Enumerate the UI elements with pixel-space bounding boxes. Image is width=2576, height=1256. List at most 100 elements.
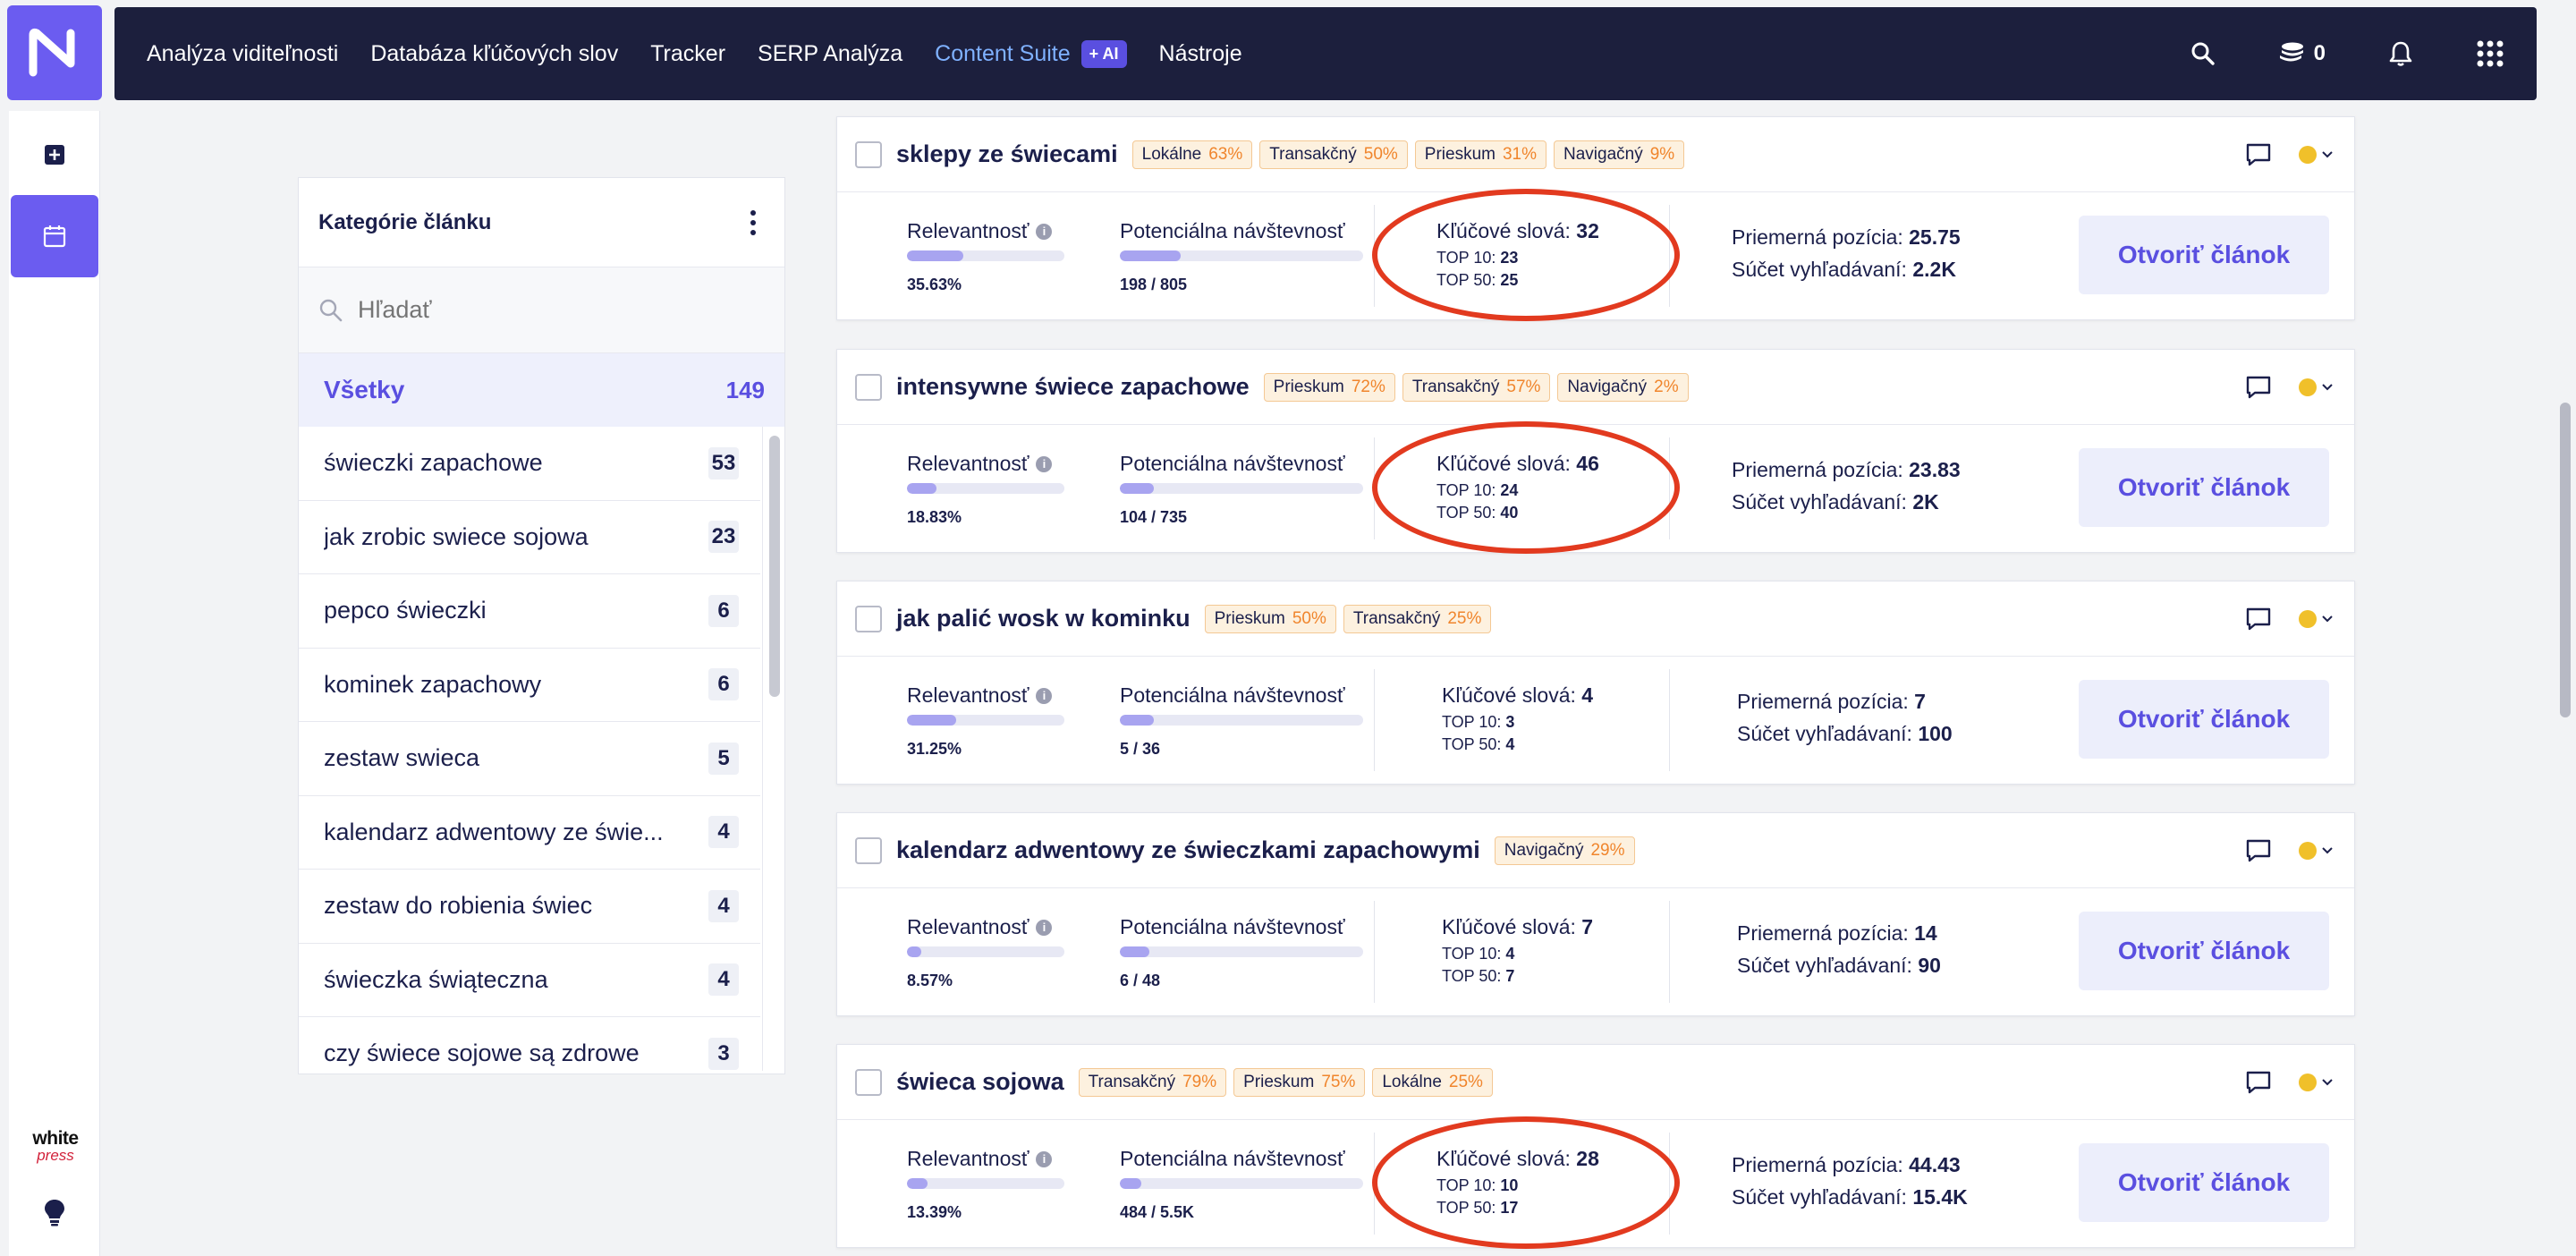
category-item[interactable]: świeczki zapachowe 53 (299, 427, 760, 501)
more-options-icon[interactable] (743, 207, 763, 239)
open-article-button[interactable]: Otvoriť článok (2079, 912, 2329, 990)
article-checkbox[interactable] (855, 605, 882, 632)
category-item-count: 53 (708, 446, 739, 479)
article-checkbox[interactable] (855, 1068, 882, 1096)
lightbulb-icon (45, 1200, 64, 1226)
article-card: sklepy ze świecami Lokálne 63% Transakčný 50… (836, 116, 2355, 321)
open-article-button[interactable]: Otvoriť článok (2079, 680, 2329, 759)
info-icon[interactable]: i (1036, 1150, 1053, 1167)
calendar-nav-button[interactable] (11, 195, 98, 277)
ai-badge: + AI (1080, 39, 1127, 68)
credits-button[interactable]: 0 (2278, 41, 2326, 66)
top50-value: 4 (1505, 735, 1515, 753)
article-title[interactable]: kalendarz adwentowy ze świeczkami zapach… (896, 836, 1480, 863)
top10-count: TOP 10: 4 (1442, 945, 1710, 963)
category-item[interactable]: pepco świeczki 6 (299, 574, 760, 649)
intent-tag-name: Transakčný (1411, 377, 1500, 396)
relevance-bar (907, 715, 1064, 726)
category-item[interactable]: świeczka świąteczna 4 (299, 944, 760, 1017)
open-article-button[interactable]: Otvoriť článok (2079, 448, 2329, 527)
intent-tag-name: Transakčný (1088, 1072, 1176, 1091)
intent-tag: Prieskum 75% (1233, 1067, 1366, 1097)
category-scrollbar-thumb[interactable] (769, 436, 780, 697)
page-scrollbar-thumb[interactable] (2560, 403, 2571, 717)
article-title[interactable]: sklepy ze świecami (896, 140, 1118, 167)
category-item[interactable]: czy świece sojowe są zdrowe 3 (299, 1017, 760, 1074)
add-article-button[interactable] (30, 131, 79, 179)
comment-icon[interactable] (2245, 607, 2272, 632)
category-item-label: kalendarz adwentowy ze świe... (324, 818, 664, 845)
status-dropdown[interactable] (2299, 1074, 2333, 1091)
search-icon[interactable] (2190, 41, 2216, 66)
info-icon[interactable]: i (1036, 455, 1053, 472)
search-sum-label: Súčet vyhľadávaní: (1732, 1185, 1907, 1209)
category-item-label: zestaw do robienia świec (324, 892, 593, 920)
nav-tools[interactable]: Nástroje (1158, 40, 1242, 66)
info-icon[interactable]: i (1036, 223, 1053, 240)
category-item[interactable]: zestaw swieca 5 (299, 722, 760, 796)
divider (1374, 901, 1375, 1003)
nav-serp-analysis[interactable]: SERP Analýza (758, 40, 903, 66)
category-item[interactable]: zestaw do robienia świec 4 (299, 870, 760, 944)
category-item-count: 6 (708, 594, 739, 627)
nav-tracker[interactable]: Tracker (650, 40, 726, 66)
relevance-bar (907, 250, 1064, 261)
nav-content-suite[interactable]: Content Suite + AI (935, 39, 1127, 68)
article-title[interactable]: intensywne świece zapachowe (896, 373, 1250, 400)
position-metric: Priemerná pozícia: 23.83 Súčet vyhľadávan… (1732, 454, 2054, 581)
tips-button[interactable] (30, 1188, 79, 1236)
avg-position-value: 7 (1914, 690, 1926, 713)
comment-icon[interactable] (2245, 838, 2272, 863)
avg-position-value: 25.75 (1909, 225, 1961, 249)
search-sum-value: 2K (1912, 490, 1939, 513)
article-title[interactable]: świeca sojowa (896, 1068, 1064, 1095)
nav-keyword-database[interactable]: Databáza kľúčových slov (370, 40, 619, 66)
category-item[interactable]: kominek zapachowy 6 (299, 649, 760, 722)
info-icon[interactable]: i (1036, 919, 1053, 936)
relevance-label-text: Relevantnosť (907, 1147, 1030, 1170)
article-card-header: kalendarz adwentowy ze świeczkami zapach… (837, 813, 2354, 888)
status-dropdown[interactable] (2299, 146, 2333, 164)
article-checkbox[interactable] (855, 140, 882, 168)
info-icon[interactable]: i (1036, 687, 1053, 704)
category-all[interactable]: Všetky 149 (299, 353, 784, 427)
category-search-input[interactable] (358, 296, 716, 324)
bell-icon[interactable] (2388, 40, 2413, 67)
nav-content-suite-label: Content Suite (935, 40, 1071, 66)
article-title[interactable]: jak palić wosk w kominku (896, 605, 1191, 632)
open-article-button[interactable]: Otvoriť článok (2079, 1143, 2329, 1222)
article-checkbox[interactable] (855, 373, 882, 401)
article-actions (2245, 813, 2333, 888)
article-card-body: Relevantnosť i 8.57% Potenciálna návštevnos… (837, 888, 2354, 1015)
relevance-bar (907, 1178, 1064, 1189)
category-scrollbar[interactable] (762, 427, 784, 1071)
search-sum: Súčet vyhľadávaní: 100 (1737, 717, 2059, 750)
open-article-button[interactable]: Otvoriť článok (2079, 216, 2329, 294)
nav-visibility-analysis[interactable]: Analýza viditeľnosti (147, 40, 339, 66)
intent-tag-name: Navigačný (1567, 377, 1648, 396)
search-sum-label: Súčet vyhľadávaní: (1737, 722, 1912, 745)
top-navbar: Analýza viditeľnosti Databáza kľúčových … (114, 7, 2537, 100)
article-card-body: Relevantnosť i 18.83% Potenciálna návštevno… (837, 425, 2354, 552)
category-item[interactable]: kalendarz adwentowy ze świe... 4 (299, 796, 760, 870)
relevance-metric: Relevantnosť i 35.63% (907, 219, 1064, 346)
status-dropdown[interactable] (2299, 610, 2333, 628)
relevance-metric: Relevantnosť i 8.57% (907, 915, 1064, 1042)
comment-icon[interactable] (2245, 375, 2272, 400)
article-checkbox[interactable] (855, 836, 882, 864)
relevance-bar (907, 946, 1064, 957)
apps-grid-icon[interactable] (2476, 39, 2504, 68)
category-item-count: 5 (708, 742, 739, 775)
keywords-label: Kľúčové slová: (1442, 915, 1576, 938)
top10-value: 3 (1505, 713, 1515, 731)
status-dropdown[interactable] (2299, 378, 2333, 396)
keywords-count: Kľúčové slová: 7 (1442, 915, 1710, 939)
app-logo[interactable] (7, 5, 102, 100)
page-scrollbar[interactable] (2553, 111, 2576, 1256)
category-item[interactable]: jak zrobic swiece sojowa 23 (299, 501, 760, 574)
comment-icon[interactable] (2245, 1070, 2272, 1095)
whitepress-logo[interactable]: white press (29, 1129, 82, 1163)
status-dropdown[interactable] (2299, 842, 2333, 860)
relevance-value: 18.83% (907, 508, 962, 526)
comment-icon[interactable] (2245, 142, 2272, 167)
